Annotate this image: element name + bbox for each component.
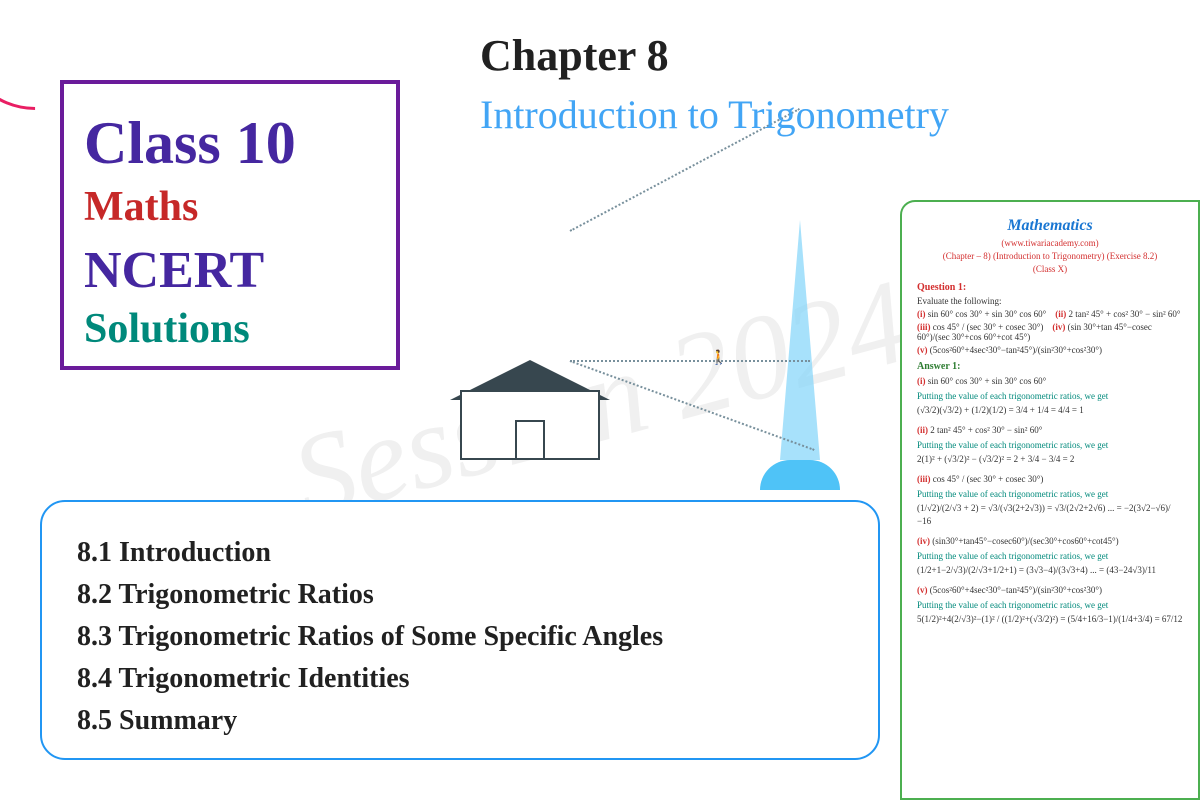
answer-block: (iv) (sin30°+tan45°−cosec60°)/(sec30°+co… [917, 535, 1183, 548]
chapter-title: Introduction to Trigonometry [480, 91, 949, 138]
putting-text: Putting the value of each trigonometric … [917, 600, 1183, 610]
tower-icon [780, 220, 820, 460]
subq-row: (i) sin 60° cos 30° + sin 30° cos 60° (i… [917, 309, 1183, 319]
solution-website: (www.tiwariacademy.com) [917, 238, 1183, 248]
answer-working: 2(1)² + (√3/2)² − (√3/2)² = 2 + 3/4 − 3/… [917, 453, 1183, 466]
subq-row: (v) (5cos²60°+4sec²30°−tan²45°)/(sin²30°… [917, 345, 1183, 355]
answer-block: (v) (5cos²60°+4sec²30°−tan²45°)/(sin²30°… [917, 584, 1183, 597]
putting-text: Putting the value of each trigonometric … [917, 391, 1183, 401]
class-text: Class 10 [84, 109, 376, 178]
house-icon [460, 360, 600, 460]
toc-item: 8.4 Trigonometric Identities [77, 658, 843, 700]
solutions-text: Solutions [84, 305, 376, 353]
toc-item: 8.2 Trigonometric Ratios [77, 574, 843, 616]
solution-preview: Mathematics (www.tiwariacademy.com) (Cha… [900, 200, 1200, 800]
putting-text: Putting the value of each trigonometric … [917, 440, 1183, 450]
question-text: Evaluate the following: [917, 296, 1183, 306]
sight-line-bottom [570, 360, 815, 451]
putting-text: Putting the value of each trigonometric … [917, 551, 1183, 561]
title-box: Class 10 Maths NCERT Solutions [60, 80, 400, 370]
subq-row: (iii) cos 45° / (sec 30° + cosec 30°) (i… [917, 322, 1183, 342]
answer-block: (i) sin 60° cos 30° + sin 30° cos 60° [917, 375, 1183, 388]
question-label: Question 1: [917, 282, 1183, 293]
chapter-header: Chapter 8 Introduction to Trigonometry [480, 30, 949, 138]
person-icon: 🚶 [710, 350, 727, 367]
subject-text: Maths [84, 183, 376, 231]
solution-chapter: (Chapter – 8) (Introduction to Trigonome… [917, 251, 1183, 261]
trigonometry-illustration: 🚶 [420, 180, 880, 480]
answer-working: (√3/2)(√3/2) + (1/2)(1/2) = 3/4 + 1/4 = … [917, 404, 1183, 417]
sight-line-mid [570, 360, 810, 362]
toc-item: 8.3 Trigonometric Ratios of Some Specifi… [77, 616, 843, 658]
solution-class: (Class X) [917, 264, 1183, 274]
answer-label: Answer 1: [917, 361, 1183, 372]
toc-item: 8.1 Introduction [77, 532, 843, 574]
answer-block: (ii) 2 tan² 45° + cos² 30° − sin² 60° [917, 424, 1183, 437]
ncert-text: NCERT [84, 241, 376, 300]
putting-text: Putting the value of each trigonometric … [917, 489, 1183, 499]
chapter-number: Chapter 8 [480, 30, 949, 81]
answer-working: (1/2+1−2/√3)/(2/√3+1/2+1) = (3√3−4)/(3√3… [917, 564, 1183, 577]
solution-title: Mathematics [917, 217, 1183, 235]
answer-working: 5(1/2)²+4(2/√3)²−(1)² / ((1/2)²+(√3/2)²)… [917, 613, 1183, 626]
answer-working: (1/√2)/(2/√3 + 2) = √3/(√3(2+2√3)) = √3/… [917, 502, 1183, 527]
table-of-contents: 8.1 Introduction 8.2 Trigonometric Ratio… [40, 500, 880, 760]
toc-item: 8.5 Summary [77, 700, 843, 742]
answer-block: (iii) cos 45° / (sec 30° + cosec 30°) [917, 473, 1183, 486]
